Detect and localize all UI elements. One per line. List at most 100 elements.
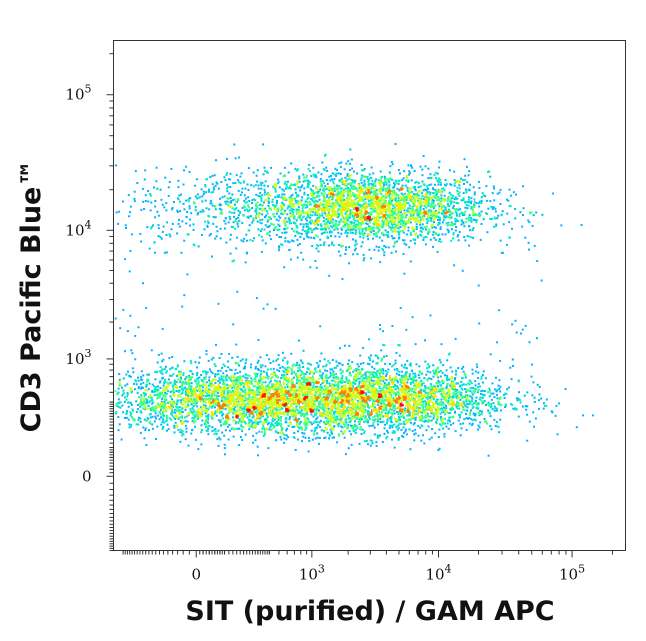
data-point	[409, 387, 412, 390]
data-point	[338, 204, 341, 207]
data-point	[228, 423, 231, 426]
data-point	[273, 186, 276, 189]
data-point	[173, 431, 176, 434]
data-point	[203, 228, 206, 231]
data-point	[443, 189, 446, 192]
data-point	[307, 179, 310, 182]
data-point	[411, 195, 414, 198]
data-point	[437, 191, 440, 194]
data-point	[412, 417, 415, 420]
data-point	[150, 226, 153, 228]
data-point	[489, 425, 492, 428]
data-point	[276, 200, 278, 202]
data-point	[490, 428, 493, 431]
data-point	[371, 386, 374, 389]
data-point	[212, 404, 215, 407]
data-point	[471, 206, 474, 209]
data-point	[361, 241, 364, 244]
data-point	[325, 218, 328, 220]
data-point	[194, 361, 197, 364]
data-point	[479, 393, 482, 395]
data-point	[348, 421, 351, 423]
data-point	[259, 181, 262, 184]
data-point	[437, 215, 440, 218]
data-point	[391, 191, 394, 193]
data-point	[373, 367, 376, 370]
data-point	[528, 248, 530, 251]
data-point	[199, 406, 202, 409]
data-point	[457, 367, 460, 370]
data-point	[400, 428, 403, 431]
data-point	[161, 203, 164, 206]
data-point	[205, 350, 208, 352]
data-point	[125, 227, 127, 229]
data-point	[196, 366, 198, 369]
data-point	[404, 197, 406, 200]
data-point	[428, 377, 431, 380]
data-point	[296, 361, 299, 364]
data-point	[212, 356, 215, 359]
data-point	[225, 203, 228, 205]
data-point	[229, 197, 232, 199]
data-point	[312, 421, 315, 424]
data-point	[449, 420, 451, 423]
data-point	[346, 223, 349, 226]
data-point	[460, 394, 463, 397]
data-point	[349, 209, 352, 212]
data-point	[466, 403, 469, 406]
data-point	[434, 171, 437, 174]
data-point	[359, 354, 362, 357]
data-point	[181, 415, 184, 418]
data-point	[454, 373, 457, 376]
data-point	[305, 235, 308, 238]
data-point	[157, 214, 160, 217]
data-point	[340, 425, 343, 428]
data-point	[339, 204, 342, 206]
data-point	[222, 375, 225, 378]
data-point	[434, 373, 437, 375]
data-point	[201, 209, 204, 212]
data-point	[327, 377, 330, 380]
data-point	[171, 414, 174, 417]
data-point	[363, 227, 366, 230]
data-point	[264, 170, 267, 173]
data-point	[395, 224, 398, 227]
data-point	[363, 181, 366, 183]
data-point	[277, 388, 280, 390]
data-point	[195, 178, 198, 181]
data-point	[208, 188, 210, 191]
data-point	[225, 370, 228, 372]
data-point	[391, 199, 394, 202]
data-point	[267, 447, 270, 450]
data-point	[481, 389, 484, 392]
data-point	[315, 405, 318, 408]
data-point	[308, 181, 311, 184]
data-point	[476, 366, 479, 369]
data-point	[360, 179, 363, 182]
data-point	[231, 226, 234, 229]
data-point	[414, 188, 417, 191]
data-point	[432, 192, 435, 195]
data-point	[530, 211, 533, 214]
data-point	[305, 174, 308, 177]
data-point	[372, 230, 375, 232]
data-point	[425, 228, 428, 231]
data-point	[311, 245, 314, 248]
data-point	[470, 205, 473, 208]
data-point	[406, 381, 409, 384]
data-point	[163, 382, 166, 385]
data-point	[178, 370, 180, 373]
data-point	[201, 370, 204, 373]
data-point	[146, 380, 149, 383]
data-point	[225, 174, 228, 176]
data-point	[152, 224, 154, 227]
data-point	[241, 358, 244, 361]
data-point	[424, 188, 427, 191]
data-point	[352, 238, 354, 241]
data-point	[456, 401, 459, 404]
data-point	[363, 192, 365, 195]
data-point	[206, 220, 209, 223]
data-point	[380, 402, 383, 405]
data-point	[277, 422, 280, 425]
data-point	[488, 387, 491, 390]
